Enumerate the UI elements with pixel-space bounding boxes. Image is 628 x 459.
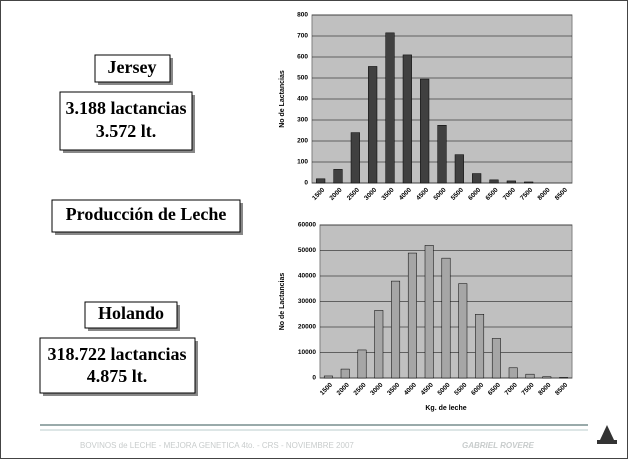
label: Holando — [98, 303, 164, 323]
y-axis-label: No de Lactancias — [279, 273, 286, 331]
label: Jersey — [108, 57, 157, 77]
label: 318.722 lactancias — [48, 344, 187, 364]
label: 3.572 lt. — [96, 121, 157, 141]
y-tick-label: 30000 — [298, 298, 316, 305]
bar — [506, 180, 516, 184]
box — [59, 91, 193, 151]
bar — [525, 373, 535, 379]
bar — [437, 125, 447, 184]
box — [39, 337, 196, 394]
y-tick-label: 100 — [297, 159, 308, 166]
bar — [368, 66, 378, 184]
y-tick-label: 700 — [297, 33, 308, 40]
y-tick-label: 50000 — [298, 247, 316, 254]
label: 4.875 lt. — [87, 366, 148, 386]
box — [51, 199, 241, 233]
bar — [340, 368, 350, 379]
bar — [350, 132, 360, 184]
bar — [508, 367, 518, 379]
bar — [424, 245, 434, 379]
label: 3.188 lactancias — [66, 98, 187, 118]
box — [94, 54, 171, 83]
bar — [524, 181, 534, 184]
box — [84, 301, 178, 329]
left-boxes: Jersey 3.188 lactancias 3.572 lt. Produc… — [39, 54, 243, 396]
bar — [491, 338, 501, 379]
label: Producción de Leche — [66, 204, 227, 224]
bar — [316, 178, 326, 184]
bar — [420, 78, 430, 184]
bar — [489, 179, 499, 184]
bar — [542, 376, 552, 379]
bar — [385, 32, 395, 184]
bar — [441, 257, 451, 379]
y-tick-label: 40000 — [298, 273, 316, 280]
y-tick-label: 60000 — [298, 222, 316, 229]
bar — [357, 349, 367, 379]
y-tick-label: 10000 — [298, 349, 316, 356]
bar — [407, 252, 417, 379]
bar — [472, 173, 482, 184]
bar — [454, 154, 464, 184]
bar — [402, 54, 412, 184]
y-tick-label: 300 — [297, 117, 308, 124]
y-axis-label: No de Lactancias — [279, 70, 286, 128]
logo — [597, 440, 617, 444]
bar — [374, 310, 384, 379]
bar — [323, 375, 333, 379]
bar — [458, 283, 468, 379]
logo — [600, 425, 614, 440]
y-tick-label: 0 — [304, 180, 308, 187]
bar — [333, 169, 343, 184]
footer: BOVINOS de LECHE - MEJORA GENETICA 4to. … — [40, 424, 617, 450]
bar — [391, 280, 401, 379]
y-tick-label: 20000 — [298, 324, 316, 331]
x-axis-label: Kg. de leche — [425, 405, 466, 412]
footer-text: BOVINOS de LECHE - MEJORA GENETICA 4to. … — [80, 441, 354, 450]
y-tick-label: 600 — [297, 54, 308, 61]
bar — [475, 314, 485, 379]
y-tick-label: 200 — [297, 138, 308, 145]
y-tick-label: 0 — [312, 375, 316, 382]
y-tick-label: 400 — [297, 96, 308, 103]
footer-author: GABRIEL ROVERE — [462, 441, 535, 450]
y-tick-label: 800 — [297, 12, 308, 19]
bar — [559, 377, 569, 379]
y-tick-label: 500 — [297, 75, 308, 82]
